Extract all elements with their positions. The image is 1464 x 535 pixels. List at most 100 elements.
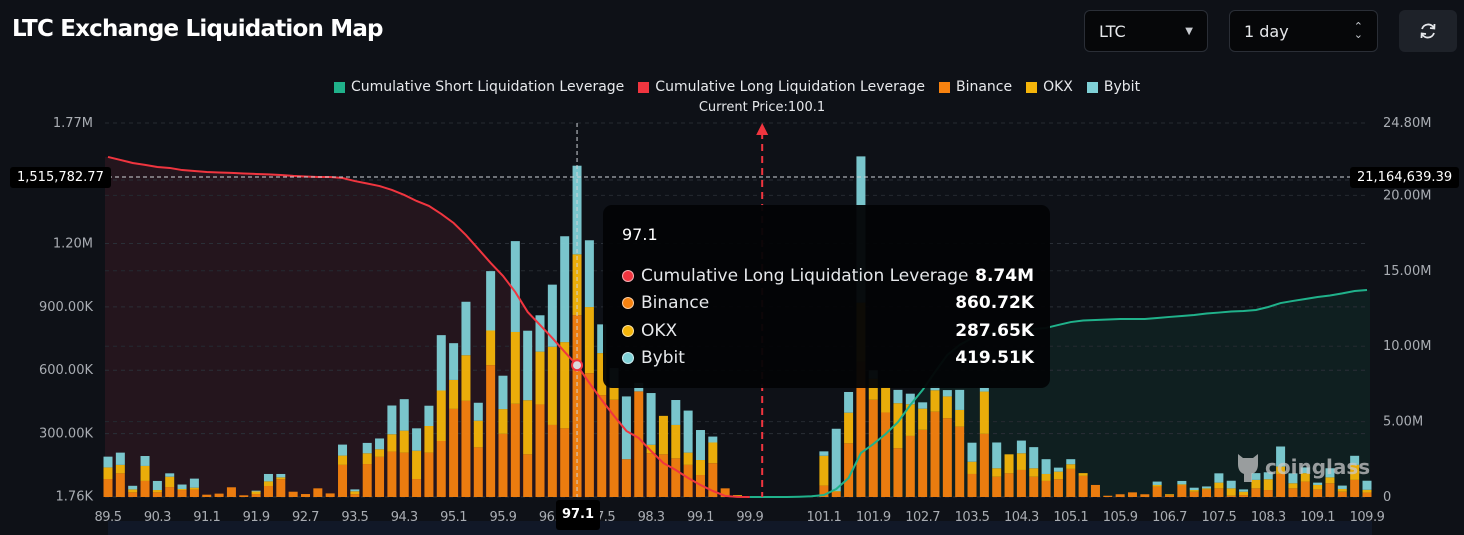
tooltip-row-value: 8.74M	[975, 265, 1034, 286]
bar-binance	[1066, 468, 1076, 497]
bar-bybit	[103, 456, 113, 468]
legend-label: Binance	[955, 79, 1013, 95]
bar-okx	[510, 331, 520, 404]
bar-bybit	[399, 399, 409, 431]
bar-okx	[905, 404, 915, 436]
legend-item[interactable]: Cumulative Short Liquidation Leverage	[333, 79, 624, 95]
bar-okx	[128, 489, 138, 493]
legend-item[interactable]: Cumulative Long Liquidation Leverage	[638, 79, 925, 95]
bar-okx	[1029, 468, 1039, 477]
left-axis-tick: 600.00K	[39, 363, 93, 378]
bar-binance	[634, 391, 644, 497]
bar-bybit	[597, 324, 607, 354]
bar-bybit	[1152, 481, 1162, 485]
bar-bybit	[1263, 472, 1273, 480]
bar-okx	[1362, 489, 1372, 493]
bar-binance	[1053, 479, 1063, 497]
bar-bybit	[1325, 468, 1335, 478]
tooltip-row: OKX 287.65K	[622, 317, 1034, 345]
bar-binance	[1239, 495, 1249, 497]
bar-okx	[695, 460, 705, 476]
symbol-select[interactable]: LTC ▼	[1084, 10, 1208, 52]
bar-bybit	[424, 405, 434, 427]
bar-bybit	[955, 389, 965, 410]
left-axis-tick: 1.76K	[56, 490, 94, 505]
bar-bybit	[1239, 489, 1249, 492]
bar-bybit	[905, 393, 915, 405]
bar-okx	[547, 346, 557, 425]
bar-binance	[1103, 495, 1113, 497]
bar-okx	[1239, 491, 1249, 496]
bar-bybit	[362, 442, 372, 454]
bar-binance	[856, 361, 866, 497]
bar-binance	[918, 429, 928, 497]
bar-okx	[1078, 473, 1088, 476]
legend-item[interactable]: Bybit	[1086, 79, 1140, 95]
legend-item[interactable]: Binance	[938, 79, 1013, 95]
bar-binance	[263, 486, 273, 497]
bar-binance	[881, 412, 891, 497]
right-axis-tick: 24.80M	[1383, 116, 1431, 131]
crosshair-left-value: 1,515,782.77	[10, 167, 111, 188]
bar-okx	[1337, 488, 1347, 492]
bar-binance	[683, 464, 693, 497]
page-title: LTC Exchange Liquidation Map	[12, 16, 384, 42]
bar-okx	[733, 495, 742, 496]
bar-binance	[165, 487, 175, 497]
bar-bybit	[1350, 455, 1360, 465]
tooltip-row: Binance 860.72K	[622, 290, 1034, 318]
bar-binance	[300, 494, 310, 497]
up-down-arrows-icon: ⌃ ⌄	[1353, 20, 1363, 41]
bar-okx	[1152, 484, 1162, 487]
bar-okx	[399, 430, 409, 453]
bar-bybit	[683, 410, 693, 453]
bar-binance	[1251, 488, 1261, 497]
bar-okx	[683, 452, 693, 465]
right-axis-tick: 20.00M	[1383, 188, 1431, 203]
bar-binance	[189, 489, 199, 497]
bar-binance	[597, 395, 607, 497]
bar-bybit	[449, 343, 459, 380]
bar-binance	[979, 433, 989, 497]
tooltip-row: Cumulative Long Liquidation Leverage 8.74…	[622, 262, 1034, 290]
bar-binance	[177, 490, 187, 497]
data-zoom-slider[interactable]	[108, 521, 1372, 535]
bar-okx	[498, 409, 508, 434]
bar-bybit	[893, 389, 903, 404]
bar-binance	[1300, 481, 1310, 497]
bar-okx	[1226, 488, 1236, 496]
tooltip-row: Bybit 419.51K	[622, 345, 1034, 373]
bar-binance	[1078, 475, 1088, 497]
bar-binance	[399, 452, 409, 497]
bar-binance	[1090, 484, 1100, 497]
current-price-label: Current Price:100.1	[698, 100, 826, 115]
right-axis-tick: 0	[1383, 490, 1391, 505]
bar-okx	[1041, 473, 1051, 481]
bar-bybit	[621, 396, 631, 460]
bar-bybit	[1300, 467, 1310, 474]
bar-binance	[461, 400, 471, 497]
bar-binance	[1140, 494, 1150, 497]
bar-bybit	[1066, 459, 1076, 465]
bar-binance	[523, 454, 533, 497]
bar-bybit	[1189, 487, 1199, 491]
bar-okx	[1202, 488, 1212, 490]
legend-item[interactable]: OKX	[1026, 79, 1073, 95]
bar-okx	[1251, 479, 1261, 489]
bar-okx	[658, 415, 668, 455]
bar-okx	[1177, 484, 1187, 486]
bar-bybit	[412, 428, 422, 451]
bar-binance	[1214, 488, 1224, 497]
long-cumulative-line	[107, 155, 750, 498]
bar-bybit	[510, 241, 520, 332]
bar-binance	[844, 443, 854, 497]
bar-bybit	[436, 335, 446, 391]
bar-binance	[720, 488, 730, 497]
bar-bybit	[918, 402, 928, 409]
bar-binance	[424, 452, 434, 497]
bar-bybit	[708, 436, 718, 443]
bar-binance	[128, 492, 138, 497]
refresh-button[interactable]	[1399, 10, 1457, 52]
range-select[interactable]: 1 day ⌃ ⌄	[1229, 10, 1378, 52]
bar-binance	[708, 463, 718, 497]
